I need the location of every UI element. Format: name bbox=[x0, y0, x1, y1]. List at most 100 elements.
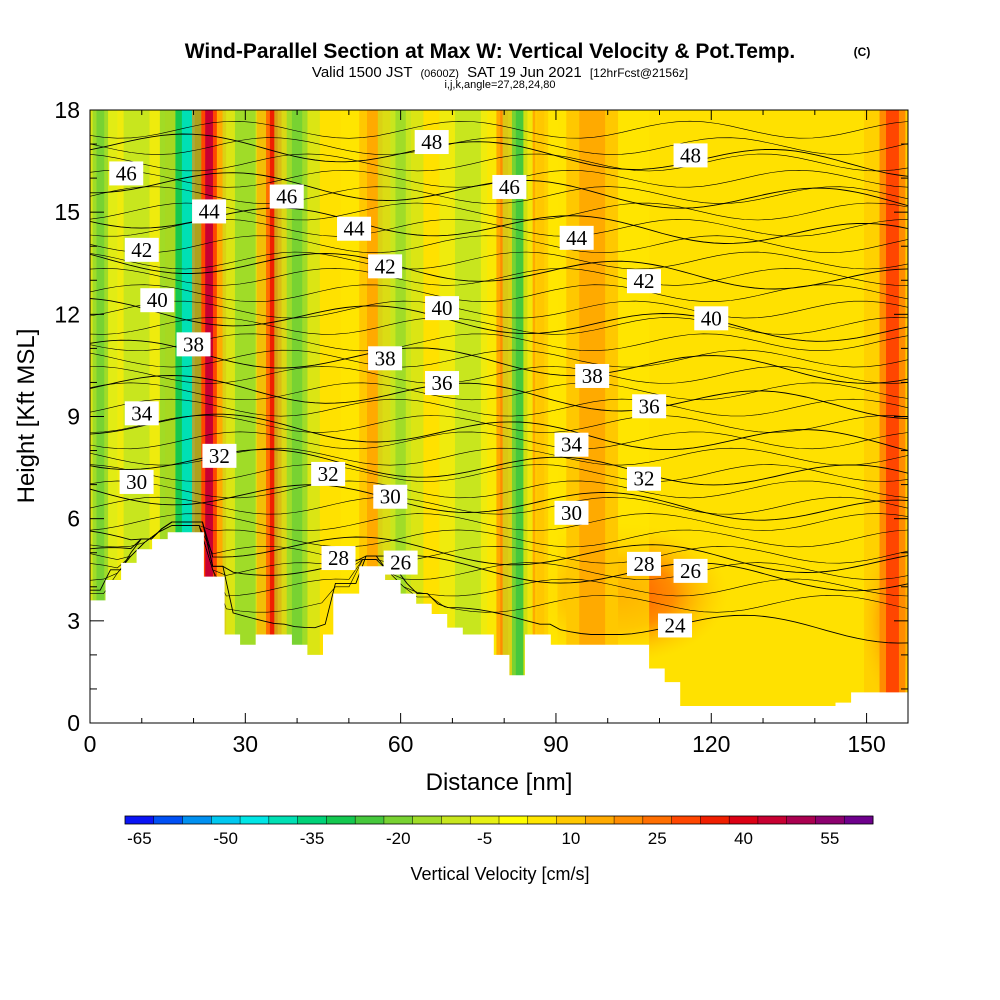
colorbar-swatch bbox=[182, 816, 212, 824]
colorbar-tick-labels: -65 -50 -35 -20 -5 10 25 40 55 bbox=[127, 829, 839, 848]
contour-label: 30 bbox=[373, 484, 408, 509]
colorbar-swatch bbox=[757, 816, 788, 824]
svg-text:40: 40 bbox=[432, 296, 453, 320]
contour-label: 48 bbox=[673, 143, 708, 168]
svg-text:28: 28 bbox=[633, 552, 654, 576]
y-tick-label: 15 bbox=[54, 199, 80, 225]
svg-text:38: 38 bbox=[582, 364, 603, 388]
contour-label: 48 bbox=[414, 130, 449, 155]
theta-isentrope bbox=[90, 513, 908, 531]
terrain-mask bbox=[90, 532, 908, 723]
chart-title: Wind-Parallel Section at Max W: Vertical… bbox=[185, 40, 796, 63]
svg-text:38: 38 bbox=[375, 346, 396, 370]
svg-text:32: 32 bbox=[633, 467, 654, 491]
contour-label: 40 bbox=[694, 306, 729, 331]
svg-text:44: 44 bbox=[566, 226, 588, 250]
theta-contour-line bbox=[90, 521, 908, 592]
colorbar-swatch bbox=[556, 816, 586, 824]
colorbar bbox=[124, 815, 874, 825]
contour-label: 44 bbox=[192, 199, 227, 224]
contour-label: 46 bbox=[492, 174, 527, 199]
theta-isentrope bbox=[90, 317, 908, 335]
colorbar-swatch bbox=[441, 816, 471, 824]
svg-text:48: 48 bbox=[421, 130, 442, 154]
contour-label: 26 bbox=[673, 558, 708, 583]
theta-isentrope bbox=[90, 120, 908, 139]
svg-text:42: 42 bbox=[375, 254, 396, 278]
y-tick-label: 9 bbox=[67, 404, 80, 430]
colorbar-swatch bbox=[383, 816, 414, 824]
subtitle-forecast: [12hrFcst@2156z] bbox=[590, 66, 688, 80]
copyright-mark: (C) bbox=[854, 45, 871, 59]
colorbar-tick-label: -35 bbox=[300, 829, 325, 848]
colorbar-swatch bbox=[297, 816, 327, 824]
colorbar-tick-label: 55 bbox=[820, 829, 839, 848]
contour-label: 36 bbox=[632, 394, 667, 419]
theta-isentrope bbox=[90, 382, 908, 401]
svg-text:30: 30 bbox=[126, 470, 147, 494]
colorbar-swatch bbox=[499, 816, 529, 824]
x-tick-label: 30 bbox=[233, 731, 259, 757]
svg-text:32: 32 bbox=[318, 462, 339, 486]
theta-contour-line bbox=[90, 521, 908, 573]
theta-isentrope bbox=[90, 186, 908, 204]
svg-text:24: 24 bbox=[665, 613, 687, 637]
svg-text:36: 36 bbox=[639, 394, 660, 418]
theta-contour-line bbox=[90, 375, 908, 420]
svg-text:48: 48 bbox=[680, 143, 701, 167]
theta-isentrope bbox=[90, 525, 908, 548]
theta-isentrope bbox=[90, 415, 908, 433]
colorbar-swatch bbox=[614, 816, 644, 824]
colorbar-tick-label: -50 bbox=[213, 829, 238, 848]
svg-text:28: 28 bbox=[328, 546, 349, 570]
svg-text:30: 30 bbox=[561, 501, 582, 525]
contour-label: 38 bbox=[176, 332, 211, 357]
contour-label: 34 bbox=[554, 432, 589, 457]
contour-label: 34 bbox=[124, 401, 159, 426]
theta-isentrope bbox=[90, 284, 908, 303]
theta-isentrope bbox=[90, 431, 908, 450]
contour-label: 40 bbox=[140, 288, 175, 313]
y-tick-label: 12 bbox=[54, 301, 80, 327]
svg-text:46: 46 bbox=[116, 161, 137, 185]
colorbar-swatch bbox=[268, 816, 299, 824]
y-tick-label: 0 bbox=[67, 710, 80, 736]
contour-label: 28 bbox=[321, 546, 356, 571]
contour-labels: 24 26 26 28 28 30 30 30 32 32 32 34 34 36 36 38 38 38 40 40… bbox=[109, 130, 729, 638]
theta-isentrope bbox=[90, 464, 908, 482]
svg-text:46: 46 bbox=[276, 185, 297, 209]
svg-text:46: 46 bbox=[499, 175, 520, 199]
svg-text:26: 26 bbox=[680, 559, 701, 583]
colorbar-swatch bbox=[211, 816, 241, 824]
theta-isentrope bbox=[90, 525, 908, 580]
theta-contours bbox=[90, 120, 908, 644]
colorbar-swatch bbox=[700, 816, 730, 824]
svg-text:26: 26 bbox=[390, 551, 411, 575]
theta-isentrope bbox=[90, 153, 908, 172]
svg-text:36: 36 bbox=[432, 371, 453, 395]
svg-text:42: 42 bbox=[131, 238, 152, 262]
theta-isentrope bbox=[90, 496, 908, 515]
contour-label: 32 bbox=[202, 443, 237, 468]
theta-contour-line bbox=[90, 521, 908, 644]
contour-label: 46 bbox=[109, 161, 144, 186]
contour-label: 24 bbox=[658, 613, 693, 638]
theta-isentrope bbox=[90, 202, 908, 221]
contour-label: 44 bbox=[559, 225, 594, 250]
contour-label: 38 bbox=[368, 346, 403, 371]
x-axis-label: Distance [nm] bbox=[426, 769, 573, 796]
y-tick-label: 3 bbox=[67, 608, 80, 634]
theta-isentrope bbox=[90, 525, 908, 564]
colorbar-swatch bbox=[786, 816, 816, 824]
contour-label: 36 bbox=[425, 371, 460, 396]
contour-label: 30 bbox=[554, 500, 589, 525]
theta-isentrope bbox=[90, 366, 908, 384]
x-tick-label: 90 bbox=[543, 731, 569, 757]
x-tick-label: 120 bbox=[692, 731, 730, 757]
contour-label: 40 bbox=[425, 296, 460, 321]
svg-text:34: 34 bbox=[561, 433, 583, 457]
grid-indices: i,j,k,angle=27,28,24,80 bbox=[444, 79, 555, 91]
colorbar-tick-label: 40 bbox=[734, 829, 753, 848]
svg-text:44: 44 bbox=[199, 199, 221, 223]
contour-label: 38 bbox=[575, 363, 610, 388]
